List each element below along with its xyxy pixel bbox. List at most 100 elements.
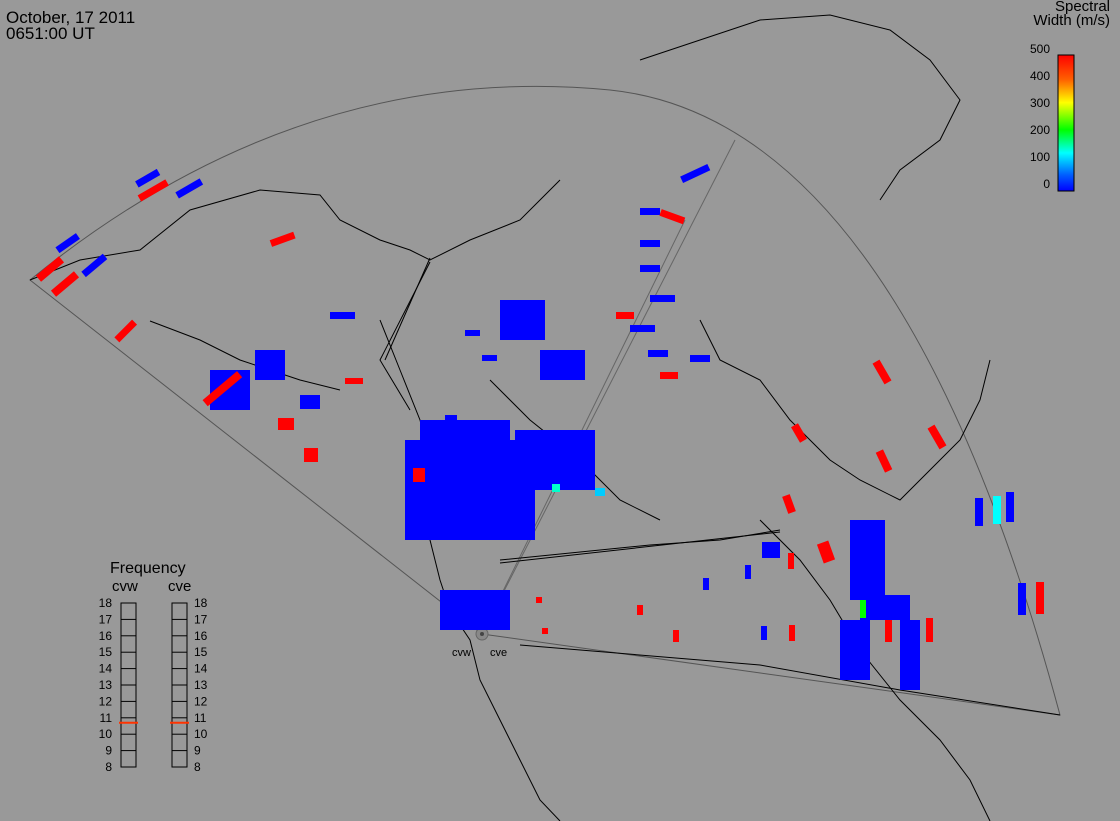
cell xyxy=(816,540,836,564)
cell xyxy=(35,256,65,282)
cell xyxy=(680,163,711,183)
cell xyxy=(175,178,204,199)
frequency-tick-label: 16 xyxy=(194,629,208,643)
frequency-tick-label: 15 xyxy=(99,645,113,659)
site-label-cve: cve xyxy=(490,647,508,659)
cell xyxy=(465,330,480,336)
cell xyxy=(640,240,660,247)
frequency-tick-label: 9 xyxy=(194,744,201,758)
frequency-tick-label: 11 xyxy=(100,711,113,725)
cell xyxy=(552,484,560,492)
cell xyxy=(515,430,595,490)
radar-name-cve: cve xyxy=(168,578,192,595)
cell xyxy=(55,233,80,254)
timestamp-block: October, 17 2011 0651:00 UT xyxy=(6,8,136,43)
frequency-tick-label: 13 xyxy=(194,678,208,692)
cell xyxy=(673,630,679,642)
cell xyxy=(81,253,108,278)
frequency-tick-label: 18 xyxy=(99,596,113,610)
cell xyxy=(762,542,780,558)
cell xyxy=(135,168,161,188)
cell xyxy=(640,208,660,215)
cell xyxy=(536,597,542,603)
date-label: October, 17 2011 xyxy=(6,8,136,27)
cell xyxy=(900,620,920,690)
colorbar-tick: 300 xyxy=(1029,96,1050,110)
cell xyxy=(616,312,634,319)
range-gate-cells xyxy=(35,163,1044,690)
cell xyxy=(690,355,710,362)
cell xyxy=(761,626,767,640)
cell xyxy=(540,350,585,380)
cell xyxy=(114,319,138,343)
colorbar-tick: 0 xyxy=(1043,177,1050,191)
radar-name-cvw: cvw xyxy=(112,578,138,595)
colorbar-title: Spectral Width (m/s) xyxy=(1033,0,1110,29)
frequency-tick-label: 8 xyxy=(105,760,112,774)
frequency-tick-label: 13 xyxy=(99,678,113,692)
frequency-tick-label: 11 xyxy=(194,711,207,725)
cell xyxy=(542,628,548,634)
cell xyxy=(137,179,169,202)
frequency-tick-label: 16 xyxy=(99,629,113,643)
frequency-scale: 18 17 16 15 14 13 12 11 10 9 8 18 17 16 15 14 13 12 11 10 9 8 xyxy=(99,596,208,774)
frequency-title: Frequency xyxy=(110,560,186,577)
cell xyxy=(1018,583,1026,615)
cell xyxy=(648,350,668,357)
cell xyxy=(660,372,678,379)
colorbar-ticks: 500 400 300 200 100 0 xyxy=(1020,42,1050,194)
cell xyxy=(345,378,363,384)
cell xyxy=(791,423,807,443)
frequency-tick-label: 10 xyxy=(194,727,208,741)
frequency-tick-label: 15 xyxy=(194,645,208,659)
cell xyxy=(860,595,910,620)
frequency-tick-label: 12 xyxy=(194,694,208,708)
cell xyxy=(255,350,285,380)
cell xyxy=(650,295,675,302)
cell xyxy=(789,625,795,641)
cell xyxy=(595,488,605,496)
cell xyxy=(637,605,643,615)
fov-boundary xyxy=(29,85,1061,716)
cell xyxy=(330,312,355,319)
cell xyxy=(1006,492,1014,522)
cell xyxy=(500,300,545,340)
site-label-cvw: cvw xyxy=(452,647,471,659)
cell xyxy=(927,424,947,450)
cell xyxy=(703,578,709,590)
cell xyxy=(50,271,80,297)
cell xyxy=(860,600,866,618)
colorbar-tick: 200 xyxy=(1029,123,1050,137)
frequency-tick-label: 12 xyxy=(99,694,113,708)
cell xyxy=(420,420,510,450)
cell xyxy=(788,553,794,569)
frequency-tick-label: 8 xyxy=(194,760,201,774)
cell xyxy=(405,440,535,540)
frequency-tick-label: 18 xyxy=(194,596,208,610)
frequency-tick-label: 14 xyxy=(194,662,208,676)
cell xyxy=(630,325,655,332)
cell xyxy=(482,355,497,361)
cell xyxy=(975,498,983,526)
cell xyxy=(269,231,296,247)
cell xyxy=(445,415,457,422)
cell xyxy=(1036,582,1044,614)
cell xyxy=(300,395,320,409)
colorbar-tick: 500 xyxy=(1029,42,1050,56)
cell xyxy=(875,449,893,473)
cell xyxy=(872,359,892,385)
beam-line-east xyxy=(481,219,686,635)
frequency-tick-label: 17 xyxy=(99,612,113,626)
time-label: 0651:00 UT xyxy=(6,24,95,43)
colorbar xyxy=(1057,54,1075,192)
cell xyxy=(413,468,425,482)
beam-line-west xyxy=(481,139,736,635)
frequency-tick-label: 17 xyxy=(194,612,208,626)
frequency-tick-label: 14 xyxy=(99,662,113,676)
frequency-tick-label: 9 xyxy=(105,744,112,758)
cell xyxy=(850,520,885,600)
cell xyxy=(885,620,892,642)
cell xyxy=(640,265,660,272)
colorbar-tick: 100 xyxy=(1029,150,1050,164)
